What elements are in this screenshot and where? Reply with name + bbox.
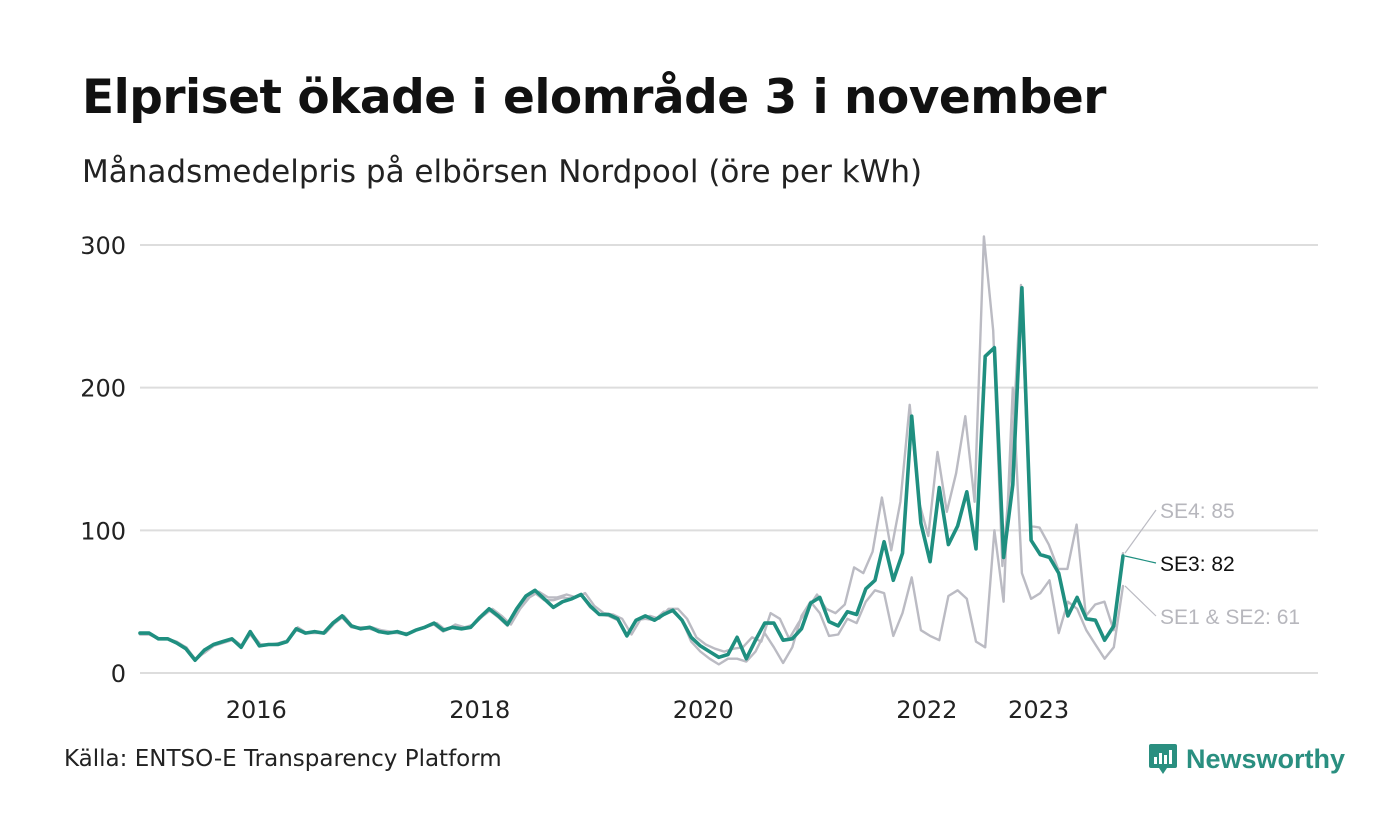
chart-title: Elpriset ökade i elområde 3 i november [82, 70, 1106, 125]
end-label-se4: SE4: 85 [1160, 500, 1235, 523]
end-label-se3: SE3: 82 [1160, 553, 1235, 576]
end-labels: SE4: 85 SE1 & SE2: 61 SE3: 82 [1124, 500, 1300, 629]
y-tick-label-100: 100 [80, 517, 126, 545]
source-note: Källa: ENTSO-E Transparency Platform [64, 746, 502, 772]
x-tick-label-2018: 2018 [449, 696, 510, 724]
grid-lines [140, 244, 1318, 674]
y-tick-label-300: 300 [80, 232, 126, 260]
y-tick-label-0: 0 [111, 660, 126, 688]
chart-subtitle: Månadsmedelpris på elbörsen Nordpool (ör… [82, 154, 923, 190]
axis-labels: 0 100 200 300 2016 2018 2020 2022 2023 [80, 232, 1069, 724]
x-tick-label-2020: 2020 [673, 696, 734, 724]
y-tick-label-200: 200 [80, 375, 126, 403]
x-tick-label-2016: 2016 [226, 696, 287, 724]
end-label-se1-se2: SE1 & SE2: 61 [1160, 606, 1300, 629]
brand-logo[interactable]: Newsworthy [1148, 742, 1345, 776]
brand-name: Newsworthy [1186, 743, 1346, 774]
leader-line-se3 [1124, 555, 1157, 564]
x-tick-label-2023: 2023 [1008, 696, 1069, 724]
series-line-se3 [138, 286, 1125, 662]
x-tick-label-2022: 2022 [896, 696, 957, 724]
newsworthy-logo-icon [1149, 744, 1177, 774]
series-lines [138, 235, 1125, 666]
series-line-se4 [138, 235, 1125, 662]
leader-line-se1-se2 [1124, 585, 1157, 617]
leader-line-se4 [1124, 509, 1157, 554]
